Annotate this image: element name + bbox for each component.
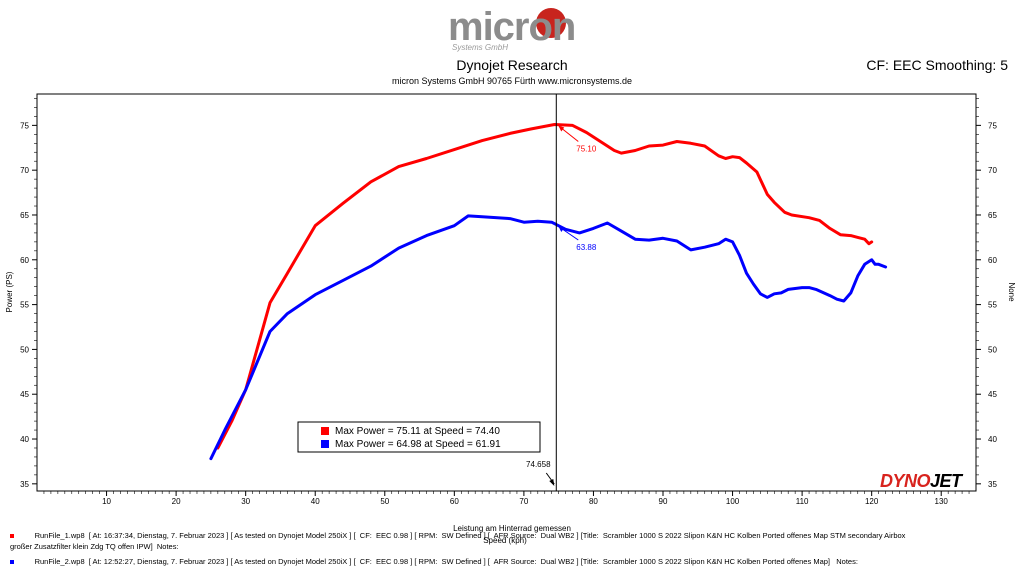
y-tick-label-right: 60 bbox=[988, 256, 997, 265]
x-tick-label: 70 bbox=[519, 497, 528, 506]
logo-subtext: Systems GmbH bbox=[452, 43, 509, 52]
blue-pointer-head bbox=[558, 226, 565, 233]
logo-text: micron bbox=[448, 5, 576, 49]
x-tick-label: 120 bbox=[865, 497, 879, 506]
y-tick-label-left: 35 bbox=[20, 480, 29, 489]
y-tick-label-right: 70 bbox=[988, 166, 997, 175]
y-tick-label-right: 40 bbox=[988, 435, 997, 444]
run1-marker-icon bbox=[10, 534, 14, 539]
footer-run2-line1: RunFile_2.wp8 [ At: 12:52:27, Dienstag, … bbox=[34, 557, 858, 566]
legend-label-red: Max Power = 75.11 at Speed = 74.40 bbox=[335, 426, 500, 437]
x-axis-label-2: Speed (kph) bbox=[483, 536, 527, 545]
blue-cursor-value: 63.88 bbox=[576, 243, 597, 252]
x-tick-label: 130 bbox=[935, 497, 949, 506]
x-tick-label: 30 bbox=[241, 497, 250, 506]
y-tick-label-right: 45 bbox=[988, 390, 997, 399]
y-tick-label-right: 35 bbox=[988, 480, 997, 489]
x-tick-label: 100 bbox=[726, 497, 740, 506]
y-axis-right-label: None bbox=[1007, 282, 1016, 302]
y-tick-label-right: 75 bbox=[988, 121, 997, 130]
x-tick-label: 110 bbox=[796, 497, 809, 506]
footer-run1-line1: RunFile_1.wp8 [ At: 16:37:34, Dienstag, … bbox=[34, 531, 906, 540]
y-tick-label-left: 45 bbox=[20, 390, 29, 399]
legend: Max Power = 75.11 at Speed = 74.40 Max P… bbox=[297, 421, 541, 453]
y-tick-label-left: 55 bbox=[20, 301, 29, 310]
x-tick-label: 50 bbox=[380, 497, 389, 506]
smoothing-label: CF: EEC Smoothing: 5 bbox=[866, 57, 1008, 73]
legend-label-blue: Max Power = 64.98 at Speed = 61.91 bbox=[335, 439, 501, 450]
footer-run1: RunFile_1.wp8 [ At: 16:37:34, Dienstag, … bbox=[10, 531, 905, 540]
x-tick-label: 60 bbox=[450, 497, 459, 506]
footer-run1-cont: großer Zusatzfilter klein Zdg TQ offen I… bbox=[10, 542, 179, 551]
axis-ticks: 10 20 30 40 50 60 70 80 90 100 110 120 130 35 35 40 40 45… bbox=[20, 98, 997, 506]
y-tick-label-left: 60 bbox=[20, 256, 29, 265]
x-axis-label-1: Leistung am Hinterrad gemessen bbox=[453, 524, 571, 533]
chart-title: Dynojet Research bbox=[456, 57, 568, 73]
y-axis-left-label: Power (PS) bbox=[5, 271, 14, 312]
x-tick-label: 40 bbox=[311, 497, 320, 506]
chart-subtitle: micron Systems GmbH 90765 Fürth www.micr… bbox=[391, 76, 633, 86]
y-tick-label-left: 40 bbox=[20, 435, 29, 444]
run2-marker-icon bbox=[10, 560, 14, 565]
y-tick-label-right: 65 bbox=[988, 211, 997, 220]
x-tick-label: 10 bbox=[102, 497, 111, 506]
series-line-2 bbox=[209, 214, 888, 461]
legend-box bbox=[297, 421, 541, 453]
legend-swatch-red bbox=[321, 427, 329, 435]
x-tick-label: 90 bbox=[659, 497, 668, 506]
y-tick-label-right: 55 bbox=[988, 301, 997, 310]
y-tick-label-left: 50 bbox=[20, 345, 29, 354]
cursor-value-label: 74.658 bbox=[526, 460, 551, 469]
y-tick-label-left: 75 bbox=[20, 121, 29, 130]
y-tick-label-left: 70 bbox=[20, 166, 29, 175]
dynojet-logo-jet: JET bbox=[930, 471, 962, 491]
series-line-1 bbox=[216, 123, 874, 450]
series-lines bbox=[209, 123, 888, 461]
x-tick-label: 20 bbox=[172, 497, 181, 506]
x-tick-label: 80 bbox=[589, 497, 598, 506]
cursor-group: 74.658 75.10 63.88 bbox=[526, 94, 597, 491]
legend-swatch-blue bbox=[321, 440, 329, 448]
y-tick-label-left: 65 bbox=[20, 211, 29, 220]
cursor-arrowhead bbox=[549, 479, 555, 486]
red-pointer-head bbox=[558, 125, 565, 132]
micron-logo: micron Systems GmbH bbox=[440, 4, 590, 56]
footer-run2: RunFile_2.wp8 [ At: 12:52:27, Dienstag, … bbox=[10, 557, 858, 566]
y-tick-label-right: 50 bbox=[988, 345, 997, 354]
dynojet-logo: DYNOJET bbox=[880, 471, 962, 492]
red-cursor-value: 75.10 bbox=[576, 144, 597, 153]
footer-run1-line2: großer Zusatzfilter klein Zdg TQ offen I… bbox=[10, 542, 179, 551]
logo-ring-icon bbox=[536, 8, 566, 38]
dynojet-logo-dyno: DYNO bbox=[880, 471, 931, 491]
